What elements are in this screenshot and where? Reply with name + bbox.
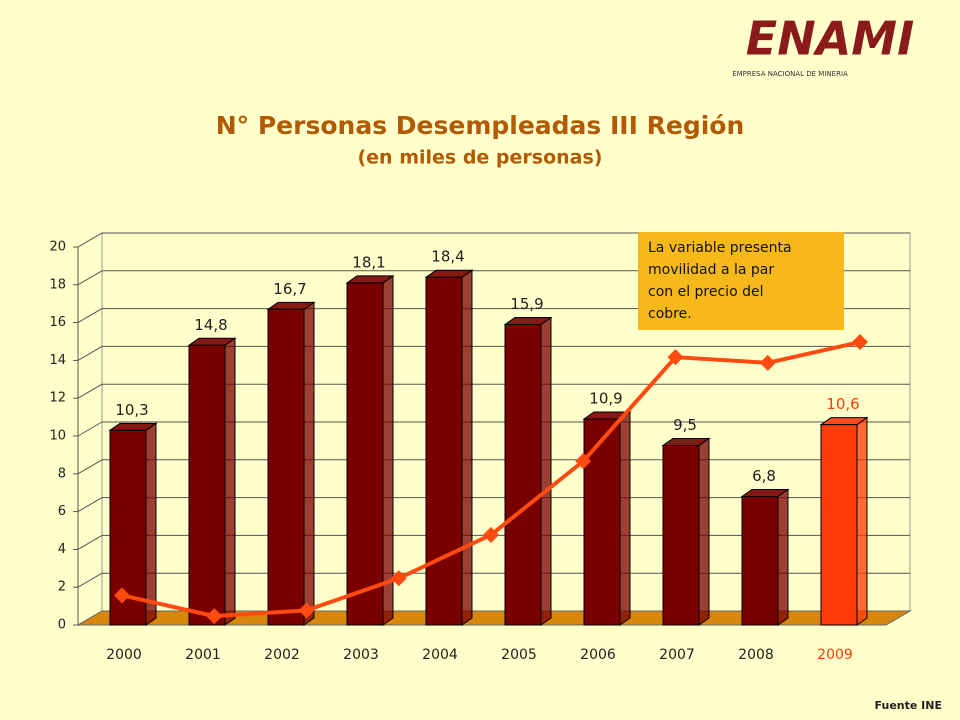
bar [346, 282, 384, 626]
line-marker [759, 354, 776, 371]
grid-line-side [77, 572, 103, 588]
y-tick-label: 4 [58, 542, 66, 557]
value-label: 10,6 [826, 395, 859, 413]
y-tick-label: 2 [58, 580, 66, 595]
line-marker [852, 334, 868, 351]
line-marker [390, 570, 407, 587]
y-tick-label: 12 [49, 391, 66, 406]
x-tick-label: 2006 [580, 647, 616, 663]
grid-line-side [77, 383, 103, 399]
annotation-text: movilidad a la par [648, 262, 774, 278]
value-label: 15,9 [510, 295, 543, 313]
bar [109, 429, 147, 626]
x-tick-label: 2000 [106, 647, 142, 663]
value-label: 10,3 [115, 401, 148, 419]
line-marker [483, 526, 499, 543]
y-tick-label: 8 [58, 466, 66, 481]
grid-line-side [77, 232, 103, 248]
grid-line-side [77, 459, 103, 475]
bar-side [303, 301, 315, 626]
bar-side [698, 437, 710, 626]
x-tick-label: 2003 [343, 647, 379, 663]
x-tick-label: 2002 [264, 647, 300, 663]
chart-title: N° Personas Desempleadas III Región [216, 111, 745, 140]
bar-side [382, 274, 394, 626]
line-marker [575, 453, 592, 470]
logo-tagline: EMPRESA NACIONAL DE MINERIA [732, 70, 848, 78]
y-tick-label: 10 [49, 429, 66, 444]
value-label: 9,5 [673, 416, 697, 434]
y-tick-label: 0 [58, 618, 66, 633]
y-tick-label: 18 [49, 277, 66, 292]
y-tick-label: 16 [49, 315, 66, 330]
bar [662, 444, 700, 626]
annotation-text: cobre. [648, 306, 692, 322]
bar-side [461, 269, 473, 626]
bar [820, 424, 858, 626]
bar [267, 308, 305, 626]
line-marker [206, 608, 223, 625]
bar [504, 323, 542, 626]
y-tick-label: 20 [49, 240, 66, 255]
value-label: 18,4 [431, 248, 464, 266]
x-tick-label: 2009 [817, 647, 853, 663]
chart-subtitle: (en miles de personas) [357, 147, 602, 169]
line-marker [114, 587, 130, 604]
grid-line-side [77, 345, 103, 361]
bar-side [619, 411, 631, 626]
bar [425, 276, 463, 626]
annotation-text: con el precio del [648, 284, 763, 300]
value-label: 16,7 [273, 280, 306, 298]
grid-line-side [77, 421, 103, 437]
bar-side [224, 337, 236, 626]
grid-line-side [77, 308, 103, 324]
line-marker [298, 602, 315, 619]
grid-line-side [77, 534, 103, 550]
grid-line-side [77, 270, 103, 286]
value-label: 18,1 [352, 253, 385, 271]
annotation-box [638, 232, 844, 330]
x-tick-label: 2005 [501, 647, 537, 663]
bar [583, 418, 621, 626]
bar [741, 495, 779, 626]
grid-line-side [77, 497, 103, 513]
x-tick-label: 2007 [659, 647, 695, 663]
line-marker [667, 349, 684, 366]
x-tick-label: 2001 [185, 647, 221, 663]
logo-name: ENAMI [746, 12, 914, 66]
y-tick-label: 6 [58, 504, 66, 519]
bar-side [540, 316, 552, 626]
bar-side [777, 488, 789, 626]
bar-side [856, 416, 868, 626]
source: Fuente INE [875, 699, 942, 712]
x-tick-label: 2008 [738, 647, 774, 663]
value-label: 6,8 [752, 467, 776, 485]
value-label: 14,8 [194, 316, 227, 334]
bar-side [145, 422, 157, 626]
bar [188, 344, 226, 626]
annotation-text: La variable presenta [648, 240, 792, 256]
x-tick-label: 2004 [422, 647, 458, 663]
y-tick-label: 14 [49, 353, 66, 368]
value-label: 10,9 [589, 389, 622, 407]
